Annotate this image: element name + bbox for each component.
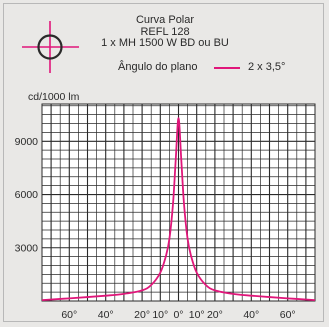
x-axis-ticks: 60° 40° 20° 10° 0° 10° 20° 40° 60° <box>61 309 295 321</box>
x-tick-label: 20° <box>207 309 223 321</box>
legend: Ângulo do plano 2 x 3,5° <box>118 61 318 73</box>
data-point <box>69 298 70 299</box>
x-tick-label: 20° <box>134 309 150 321</box>
lamp-spec: 1 x MH 1500 W BD ou BU <box>101 37 229 49</box>
data-point <box>187 238 188 239</box>
series-line <box>41 117 316 302</box>
data-point <box>169 238 170 239</box>
x-tick-label: 60° <box>61 309 77 321</box>
data-point <box>105 295 106 296</box>
data-point <box>205 284 206 285</box>
data-point <box>123 293 124 294</box>
data-point <box>287 298 288 299</box>
data-point <box>314 300 315 301</box>
curves <box>41 117 316 302</box>
data-point <box>191 256 192 257</box>
y-axis-ticks: 3000 6000 9000 <box>15 136 39 254</box>
legend-series-label: 2 x 3,5° <box>248 61 286 73</box>
data-point <box>233 293 234 294</box>
legend-swatch <box>214 67 240 69</box>
x-tick-label: 10° <box>189 309 205 321</box>
data-point <box>178 118 179 119</box>
y-tick-label: 9000 <box>15 136 39 148</box>
luminaire-model: REFL 128 <box>140 25 190 38</box>
data-point <box>151 284 152 285</box>
y-tick-label: 3000 <box>15 242 39 254</box>
data-point <box>175 158 176 159</box>
data-point <box>214 290 215 291</box>
x-tick-label: 0° <box>173 309 183 321</box>
panel-border <box>3 3 324 322</box>
x-tick-label: 40° <box>243 309 259 321</box>
data-point <box>142 290 143 291</box>
data-point <box>183 203 184 204</box>
y-axis-unit-label: cd/1000 lm <box>28 91 80 103</box>
data-point <box>165 256 166 257</box>
chart-header: Curva Polar REFL 128 1 x MH 1500 W BD ou… <box>90 14 240 50</box>
data-point <box>196 272 197 273</box>
x-tick-label: 10° <box>152 309 168 321</box>
y-tick-label: 6000 <box>15 189 39 201</box>
chart-title: Curva Polar <box>135 14 195 26</box>
data-point <box>251 295 252 296</box>
x-tick-label: 60° <box>280 309 296 321</box>
grid <box>42 104 315 301</box>
data-point <box>172 203 173 204</box>
crosshair-circle-icon <box>22 21 79 73</box>
plane-angle-label: Ângulo do plano <box>118 61 198 73</box>
data-point <box>160 272 161 273</box>
x-tick-label: 40° <box>98 309 114 321</box>
data-point <box>181 158 182 159</box>
data-point <box>41 300 42 301</box>
